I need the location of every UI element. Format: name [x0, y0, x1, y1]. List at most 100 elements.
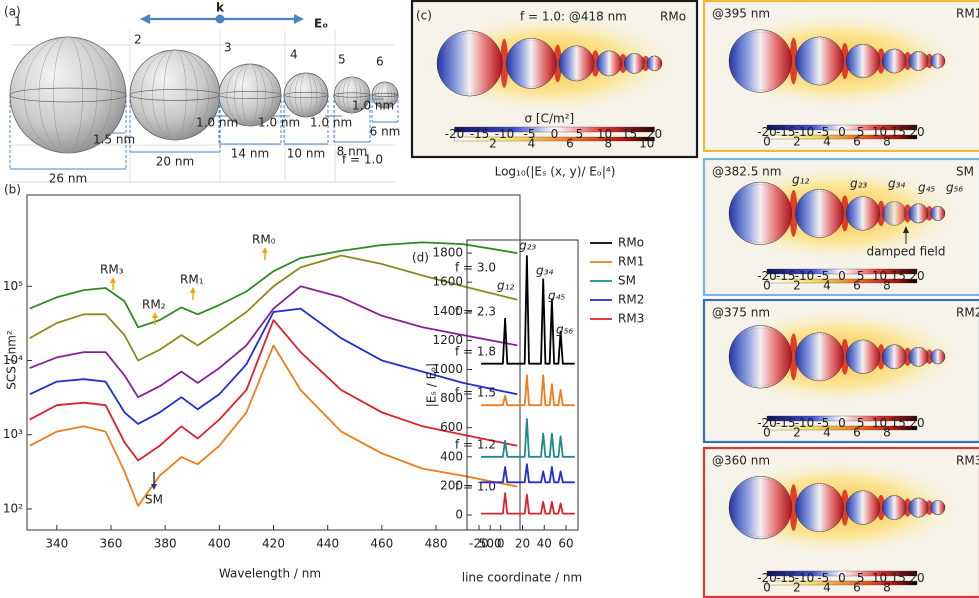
y-tick-label: 1800 — [432, 246, 463, 260]
arrow-head — [151, 484, 157, 490]
sphere-mesh — [560, 47, 593, 80]
gap-hotspot — [840, 42, 849, 80]
field-colorbar — [766, 580, 918, 586]
map-wavelength: @360 nm — [712, 454, 770, 468]
colorbar-tick: 10 — [872, 416, 887, 430]
gap-label: g₃₄ — [888, 177, 905, 191]
series-label: f = 1.2 — [455, 438, 496, 452]
sphere-equator — [9, 87, 127, 103]
annotation: RM₁ — [180, 273, 204, 287]
x-tick-label: 420 — [262, 537, 285, 551]
gap-label: 1.5 nm — [93, 133, 135, 147]
colorbar-tick: 5 — [857, 269, 865, 283]
panel-label: (c) — [416, 9, 432, 23]
series-label: f = 3.0 — [455, 261, 496, 275]
colorbar-tick: -5 — [817, 571, 829, 585]
colorbar-tick: -5 — [817, 416, 829, 430]
colorbar-tick: 2 — [793, 135, 801, 149]
colorbar-tick: 4 — [823, 426, 831, 440]
arrow-head — [190, 287, 196, 293]
x-tick-label: 20 — [515, 537, 530, 551]
diameter-label: 6 nm — [370, 125, 401, 139]
colorbar-tick: 5 — [857, 125, 865, 139]
colorbar-tick: 10 — [639, 137, 654, 151]
colorbar-tick: -20 — [757, 571, 777, 585]
sphere-mesh — [930, 500, 945, 515]
arrow-head — [140, 14, 150, 24]
series-line — [481, 418, 575, 458]
sphere-mesh — [847, 197, 879, 230]
sphere-charge — [728, 475, 792, 540]
sphere-charge — [596, 50, 623, 77]
sphere-charge — [930, 53, 946, 69]
colorbar-tick: 10 — [872, 571, 887, 585]
colorbar-tick: 0 — [763, 279, 771, 293]
map-border — [702, 446, 979, 598]
sphere-charge — [728, 29, 792, 93]
field-colorbar — [766, 278, 918, 284]
sphere-mesh — [930, 206, 945, 221]
sphere-equator — [218, 90, 282, 100]
colorbar-tick: 5 — [857, 571, 865, 585]
colorbar-tick: 4 — [823, 279, 831, 293]
colorbar-tick: 4 — [823, 135, 831, 149]
arrow-head — [903, 226, 909, 233]
colorbar-tick: 10 — [872, 125, 887, 139]
colorbar-tick: 20 — [909, 571, 924, 585]
sphere — [283, 72, 329, 118]
colorbar-tick: 4 — [528, 137, 536, 151]
sphere-mesh — [797, 485, 842, 531]
sphere-mesh — [624, 53, 644, 73]
field-map — [702, 298, 979, 444]
sphere-charge — [882, 495, 907, 520]
gap-label: 1.0 nm — [310, 116, 352, 130]
legend-label: RM3 — [618, 312, 644, 326]
charge-colorbar — [454, 126, 655, 133]
gap-hotspot — [877, 200, 886, 227]
gap-hotspot — [877, 494, 886, 521]
k-dot — [215, 14, 225, 24]
colorbar-tick: 2 — [793, 426, 801, 440]
gap-label: g₁₂ — [792, 173, 809, 187]
arrow-head — [262, 247, 268, 253]
legend-label: SM — [618, 274, 636, 288]
colorbar-tick: -15 — [776, 571, 796, 585]
colorbar-tick: -15 — [776, 416, 796, 430]
sphere-charge — [795, 189, 844, 238]
sphere-mesh — [141, 49, 209, 141]
sphere-charge — [436, 30, 503, 97]
sphere-charge — [930, 349, 946, 365]
sphere-mesh — [909, 347, 928, 366]
map-mode: SM — [956, 165, 974, 179]
gap-label: g₄₅ — [918, 181, 935, 195]
sphere-mesh — [909, 51, 928, 71]
map-wavelength: @375 nm — [712, 306, 770, 320]
colorbar-tick: 2 — [793, 279, 801, 293]
charge-label: σ [C/m²] — [525, 112, 575, 126]
y-tick-label: 1600 — [432, 275, 463, 289]
sphere-mesh — [909, 204, 928, 223]
colorbar-tick: -10 — [795, 125, 815, 139]
colorbar-tick: 0 — [838, 571, 846, 585]
colorbar-tick: -10 — [795, 416, 815, 430]
sphere-charge — [795, 483, 844, 532]
x-tick-label: 440 — [316, 537, 339, 551]
colorbar-tick: 0 — [763, 135, 771, 149]
panel-label: (a) — [4, 5, 21, 19]
field-map — [702, 446, 979, 598]
sphere-mesh — [883, 202, 906, 225]
colorbar-tick: 0 — [838, 416, 846, 430]
sphere-number: 3 — [224, 41, 232, 55]
sphere-charge — [930, 500, 946, 516]
charge-colorbar — [766, 124, 918, 131]
colorbar-tick: 20 — [909, 125, 924, 139]
charge-colorbar — [766, 415, 918, 422]
wavevector-label: k — [216, 1, 225, 15]
diameter-label: 8 nm — [337, 145, 368, 159]
colorbar-tick: 15 — [891, 125, 906, 139]
series-line — [29, 319, 518, 462]
y-tick-label: 1400 — [432, 304, 463, 318]
colorbar-tick: -10 — [795, 269, 815, 283]
x-tick-label: 60 — [558, 537, 573, 551]
colorbar-tick: 15 — [622, 127, 637, 141]
